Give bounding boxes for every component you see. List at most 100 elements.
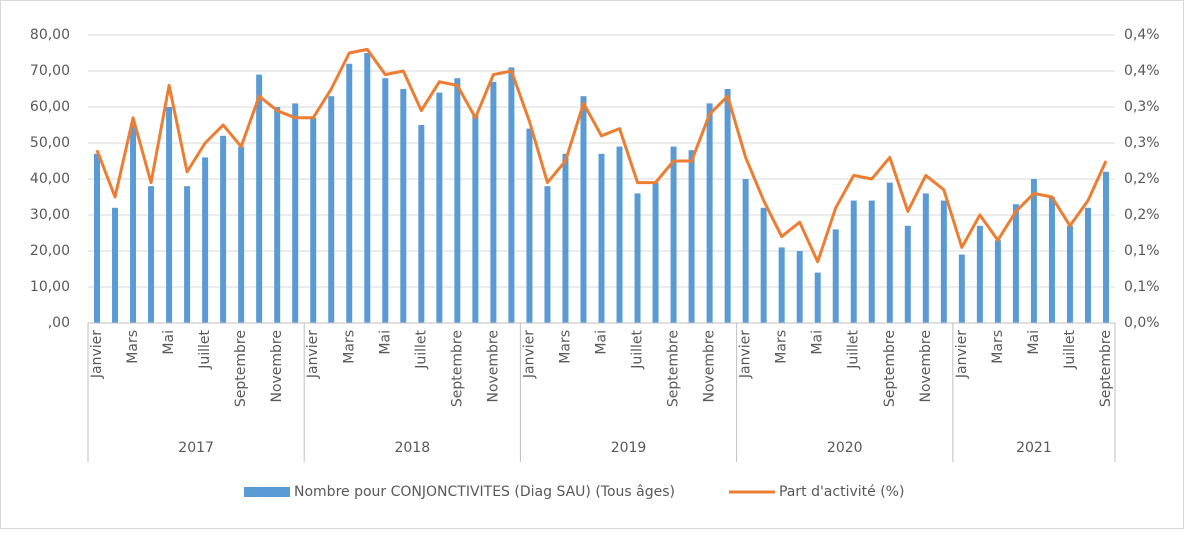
bar — [454, 78, 461, 323]
group-label: 2017 — [178, 440, 214, 456]
bar — [274, 107, 281, 323]
bar — [184, 186, 191, 323]
y-tick-label: 80,00 — [30, 27, 70, 43]
y2-tick-label: 0,4% — [1124, 63, 1160, 79]
x-tick-label: Janvier — [738, 330, 754, 379]
bar — [220, 135, 227, 323]
bar — [994, 240, 1001, 323]
x-tick-label: Janvier — [89, 330, 105, 379]
bar — [130, 125, 137, 323]
bar — [868, 200, 875, 323]
y-tick-label: 40,00 — [30, 171, 70, 187]
x-tick-label: Mai — [1026, 330, 1042, 355]
x-tick-label: Mars — [990, 330, 1006, 364]
y2-tick-label: 0,1% — [1124, 279, 1160, 295]
y2-tick-label: 0,3% — [1124, 99, 1160, 115]
bar — [256, 74, 263, 323]
bar — [652, 182, 659, 323]
bar — [238, 146, 245, 323]
bar — [958, 254, 965, 323]
y-tick-label: ,00 — [48, 315, 70, 331]
x-tick-label: Juillet — [846, 329, 862, 369]
bar — [922, 193, 929, 323]
x-tick-label: Mars — [341, 330, 357, 364]
bar — [706, 103, 713, 324]
bar — [166, 107, 173, 323]
x-tick-label: Mars — [774, 330, 790, 364]
x-tick-label: Mars — [557, 330, 573, 364]
bar — [508, 67, 515, 324]
bar — [904, 225, 911, 323]
legend-label: Nombre pour CONJONCTIVITES (Diag SAU) (T… — [294, 484, 675, 500]
y2-tick-label: 0,4% — [1124, 27, 1160, 43]
bar — [634, 193, 641, 323]
bar — [742, 179, 749, 323]
group-label: 2019 — [611, 440, 647, 456]
y2-tick-label: 0,0% — [1124, 315, 1160, 331]
y-tick-label: 30,00 — [30, 207, 70, 223]
y-tick-label: 70,00 — [30, 63, 70, 79]
x-tick-label: Janvier — [305, 330, 321, 379]
bar — [436, 92, 443, 323]
bar — [112, 207, 119, 323]
x-tick-label: Novembre — [269, 330, 285, 403]
x-tick-label: Juillet — [1062, 329, 1078, 369]
bar — [832, 229, 839, 323]
x-tick-label: Janvier — [954, 330, 970, 379]
y2-tick-label: 0,3% — [1124, 135, 1160, 151]
bar — [400, 89, 407, 323]
x-tick-label: Juillet — [630, 329, 646, 369]
x-tick-label: Septembre — [882, 330, 898, 407]
x-tick-label: Novembre — [918, 330, 934, 403]
bar — [850, 200, 857, 323]
x-tick-label: Mars — [125, 330, 141, 364]
x-tick-label: Septembre — [1098, 330, 1114, 407]
bar — [976, 225, 983, 323]
x-tick-label: Novembre — [702, 330, 718, 403]
y-tick-label: 60,00 — [30, 99, 70, 115]
x-tick-label: Mai — [377, 330, 393, 355]
bar — [688, 150, 695, 323]
bar — [310, 117, 317, 323]
bar — [292, 103, 299, 324]
bar — [544, 186, 551, 323]
bar — [1030, 179, 1037, 323]
bar — [616, 146, 623, 323]
bar — [526, 128, 533, 323]
bar — [796, 251, 803, 323]
legend-label: Part d'activité (%) — [779, 484, 904, 500]
y2-tick-label: 0,2% — [1124, 171, 1160, 187]
x-tick-label: Mai — [810, 330, 826, 355]
bar — [1084, 207, 1091, 323]
line — [95, 47, 1108, 264]
bar — [472, 114, 479, 323]
y2-tick-label: 0,2% — [1124, 207, 1160, 223]
x-tick-label: Juillet — [413, 329, 429, 369]
bar — [382, 78, 389, 323]
bar — [1066, 225, 1073, 323]
group-label: 2018 — [394, 440, 430, 456]
bar — [760, 207, 767, 323]
x-tick-label: Janvier — [521, 330, 537, 379]
x-tick-label: Mai — [594, 330, 610, 355]
y-tick-label: 50,00 — [30, 135, 70, 151]
bar — [346, 63, 353, 324]
bar — [1048, 197, 1055, 323]
bar — [670, 146, 677, 323]
bar — [490, 81, 497, 323]
bar — [148, 186, 155, 323]
bar — [814, 272, 821, 323]
y2-tick-label: 0,1% — [1124, 243, 1160, 259]
bar — [328, 96, 335, 323]
bar — [580, 96, 587, 323]
x-tick-label: Septembre — [666, 330, 682, 407]
x-tick-label: Septembre — [449, 330, 465, 407]
bar — [562, 153, 569, 323]
bar — [778, 247, 785, 323]
bar — [418, 125, 425, 323]
bar — [598, 153, 605, 323]
bar — [940, 200, 947, 323]
x-tick-label: Septembre — [233, 330, 249, 407]
